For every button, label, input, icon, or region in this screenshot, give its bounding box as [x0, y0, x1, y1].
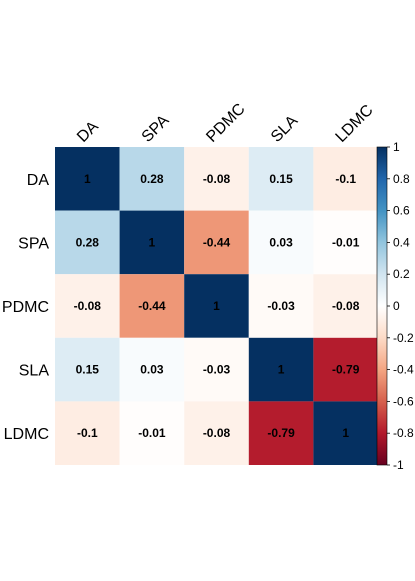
- cell-value-label: 1: [342, 426, 349, 440]
- column-label-pdmc: PDMC: [203, 100, 248, 145]
- cell-value-label: -0.01: [332, 235, 360, 249]
- colorbar-tick-label: -0.2: [393, 331, 414, 345]
- cell-value-label: 1: [213, 299, 220, 313]
- cell-value-label: -0.08: [203, 426, 231, 440]
- cell-value-label: -0.03: [267, 299, 295, 313]
- cell-value-label: -0.08: [74, 299, 102, 313]
- row-label-da: DA: [27, 172, 50, 189]
- cell-pdmc-ldmc: [313, 274, 378, 338]
- column-label-sla: SLA: [268, 112, 302, 146]
- cell-pdmc-sla: [248, 274, 314, 338]
- cell-value-label: 0.28: [140, 172, 164, 186]
- heatmap-value-labels: 1 0.28 -0.08 0.15 -0.1 0.28 1 -0.44 0.03 -0.01 -0.…: [74, 172, 360, 440]
- cell-ldmc-ldmc: [313, 401, 378, 465]
- colorbar: 1 0.8 0.6 0.4 0.2 0 -0.2 -0.4 -0.6 -0.8 -1: [376, 140, 414, 472]
- cell-value-label: 0.03: [269, 235, 293, 249]
- cell-ldmc-sla: [248, 401, 314, 465]
- cell-ldmc-pdmc: [184, 401, 249, 465]
- cell-sla-da: [55, 337, 120, 402]
- cell-value-label: 0.15: [76, 363, 100, 377]
- row-label-ldmc: LDMC: [4, 426, 49, 443]
- cell-value-label: -0.79: [332, 363, 360, 377]
- colorbar-tick-label: -0.8: [393, 426, 414, 440]
- colorbar-tick-label: 0.4: [393, 235, 410, 249]
- cell-spa-pdmc: [184, 210, 249, 275]
- row-labels: DA SPA PDMC SLA LDMC: [2, 172, 49, 443]
- colorbar-tick-label: 1: [393, 140, 400, 154]
- cell-value-label: -0.08: [203, 172, 231, 186]
- cell-sla-sla: [248, 337, 314, 402]
- cell-da-sla: [248, 147, 314, 211]
- colorbar-tick-label: 0.6: [393, 204, 410, 218]
- column-label-da: DA: [74, 118, 102, 146]
- cell-sla-pdmc: [184, 337, 249, 402]
- cell-value-label: 0.28: [76, 235, 100, 249]
- cell-value-label: -0.03: [203, 363, 231, 377]
- cell-sla-spa: [119, 337, 185, 402]
- cell-value-label: 1: [149, 235, 156, 249]
- cell-value-label: 1: [84, 172, 91, 186]
- cell-value-label: -0.01: [138, 426, 166, 440]
- cell-da-da: [55, 147, 120, 211]
- cell-value-label: -0.44: [203, 235, 231, 249]
- row-label-sla: SLA: [19, 363, 50, 380]
- cell-pdmc-da: [55, 274, 120, 338]
- colorbar-tick-label: 0: [393, 299, 400, 313]
- row-label-pdmc: PDMC: [2, 299, 49, 316]
- cell-value-label: -0.44: [138, 299, 166, 313]
- cell-spa-sla: [248, 210, 314, 275]
- cell-value-label: 0.03: [140, 363, 164, 377]
- cell-sla-ldmc: [313, 337, 378, 402]
- column-labels: DA SPA PDMC SLA LDMC: [74, 100, 376, 145]
- colorbar-tick-label: -0.6: [393, 394, 414, 408]
- column-label-ldmc: LDMC: [333, 102, 377, 146]
- cell-value-label: -0.79: [267, 426, 295, 440]
- row-label-spa: SPA: [18, 235, 49, 252]
- cell-da-spa: [119, 147, 185, 211]
- cell-pdmc-pdmc: [184, 274, 249, 338]
- colorbar-tick-label: -1: [393, 458, 404, 472]
- cell-spa-ldmc: [313, 210, 378, 275]
- cell-value-label: 1: [278, 363, 285, 377]
- cell-ldmc-da: [55, 401, 120, 465]
- cell-spa-da: [55, 210, 120, 275]
- cell-da-pdmc: [184, 147, 249, 211]
- column-label-spa: SPA: [139, 112, 173, 146]
- cell-ldmc-spa: [119, 401, 185, 465]
- cell-da-ldmc: [313, 147, 378, 211]
- cell-value-label: -0.1: [77, 426, 98, 440]
- cell-pdmc-spa: [119, 274, 185, 338]
- cell-value-label: -0.08: [332, 299, 360, 313]
- colorbar-tick-label: 0.2: [393, 267, 410, 281]
- cell-spa-spa: [119, 210, 185, 275]
- colorbar-tick-label: 0.8: [393, 172, 410, 186]
- colorbar-tick-label: -0.4: [393, 363, 414, 377]
- colorbar-gradient: [376, 146, 388, 466]
- heatmap-cells: [55, 147, 378, 465]
- cell-value-label: -0.1: [335, 172, 356, 186]
- cell-value-label: 0.15: [269, 172, 293, 186]
